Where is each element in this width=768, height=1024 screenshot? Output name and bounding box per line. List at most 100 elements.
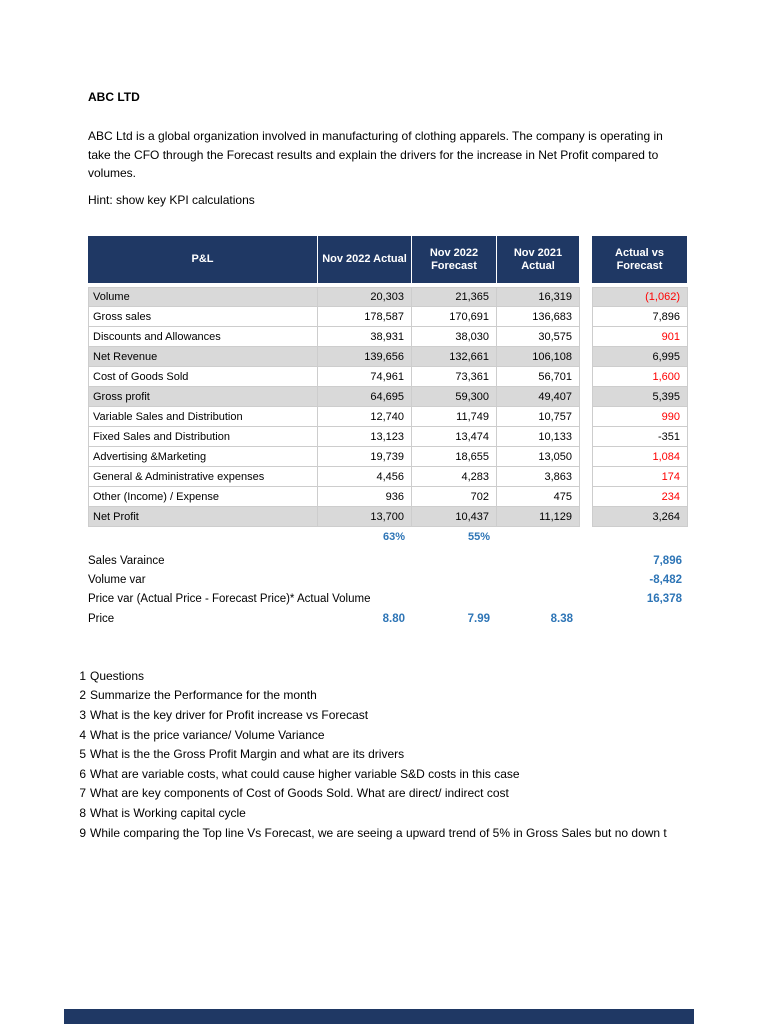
- price-nov2022-forecast: 7.99: [467, 612, 490, 625]
- page-title: ABC LTD: [88, 90, 140, 104]
- intro-paragraph: ABC Ltd is a global organization involve…: [88, 127, 768, 183]
- kpi-row-volume-var: Volume var -8,482: [88, 570, 688, 589]
- header-nov2021-actual: Nov 2021 Actual: [497, 236, 580, 283]
- price-row: Price 8.80 7.99 8.38: [88, 609, 688, 628]
- cell-nov2022-actual: 74,961: [318, 367, 412, 387]
- question-text: What are variable costs, what could caus…: [90, 766, 520, 781]
- table-row-fixed-sd: Fixed Sales and Distribution 13,123 13,4…: [88, 427, 688, 447]
- cell-nov2022-forecast: 11,749: [412, 407, 497, 427]
- column-gap: [580, 427, 592, 447]
- column-gap: [580, 387, 592, 407]
- cell-nov2022-actual: 64,695: [318, 387, 412, 407]
- row-label: General & Administrative expenses: [88, 467, 318, 487]
- cell-variance: 7,896: [592, 307, 688, 327]
- spacer: [88, 527, 318, 547]
- cell-variance: 6,995: [592, 347, 688, 367]
- price-nov2022-actual: 8.80: [382, 612, 405, 625]
- row-label: Variable Sales and Distribution: [88, 407, 318, 427]
- intro-line: volumes.: [88, 166, 137, 181]
- cell-nov2022-forecast: 702: [412, 487, 497, 507]
- question-row: 6 What are variable costs, what could ca…: [77, 764, 667, 784]
- cell-variance: 3,264: [592, 507, 688, 527]
- table-row-gross-profit: Gross profit 64,695 59,300 49,407 5,395: [88, 387, 688, 407]
- row-label: Gross profit: [88, 387, 318, 407]
- cell-nov2022-forecast: 132,661: [412, 347, 497, 367]
- cell-nov2021-actual: 13,050: [497, 447, 580, 467]
- spacer: [592, 527, 688, 547]
- header-nov2022-forecast: Nov 2022 Forecast: [412, 236, 497, 283]
- table-row-cogs: Cost of Goods Sold 74,961 73,361 56,701 …: [88, 367, 688, 387]
- cell-nov2021-actual: 3,863: [497, 467, 580, 487]
- question-number: 4: [79, 727, 86, 742]
- cell-variance: 5,395: [592, 387, 688, 407]
- kpi-row-price-var: Price var (Actual Price - Forecast Price…: [88, 590, 688, 609]
- cell-nov2021-actual: 56,701: [497, 367, 580, 387]
- question-number: 7: [79, 786, 86, 801]
- table-row-net-revenue: Net Revenue 139,656 132,661 106,108 6,99…: [88, 347, 688, 367]
- cell-nov2021-actual: 475: [497, 487, 580, 507]
- table-row-volume: Volume 20,303 21,365 16,319 (1,062): [88, 287, 688, 307]
- cell-nov2022-forecast: 10,437: [412, 507, 497, 527]
- question-number: 8: [79, 805, 86, 820]
- intro-line: take the CFO through the Forecast result…: [88, 147, 659, 162]
- spacer: [497, 527, 580, 547]
- kpi-value: 7,896: [653, 554, 682, 567]
- question-number: 3: [79, 707, 86, 722]
- cell-nov2022-forecast: 18,655: [412, 447, 497, 467]
- spacer: [580, 527, 592, 547]
- kpi-value: 16,378: [646, 593, 682, 606]
- cell-nov2022-actual: 936: [318, 487, 412, 507]
- column-gap: [580, 307, 592, 327]
- footer-bar: [64, 1009, 694, 1024]
- question-row: 1 Questions: [77, 666, 667, 686]
- question-row: 4 What is the price variance/ Volume Var…: [77, 725, 667, 745]
- cell-nov2022-forecast: 59,300: [412, 387, 497, 407]
- cell-nov2022-forecast: 38,030: [412, 327, 497, 347]
- cell-nov2022-actual: 178,587: [318, 307, 412, 327]
- cell-variance: 174: [592, 467, 688, 487]
- question-number: 1: [79, 668, 86, 683]
- question-text: What is the the Gross Profit Margin and …: [90, 747, 405, 762]
- kpi-label: Volume var: [88, 574, 146, 587]
- intro-line: ABC Ltd is a global organization involve…: [88, 129, 663, 143]
- row-label: Discounts and Allowances: [88, 327, 318, 347]
- question-text: What is the price variance/ Volume Varia…: [90, 727, 325, 742]
- header-nov2022-actual: Nov 2022 Actual: [318, 236, 412, 283]
- question-row: 3 What is the key driver for Profit incr…: [77, 705, 667, 725]
- table-header-row: P&L Nov 2022 Actual Nov 2022 Forecast No…: [88, 236, 688, 283]
- cell-nov2021-actual: 30,575: [497, 327, 580, 347]
- column-gap: [580, 287, 592, 307]
- cell-nov2021-actual: 10,757: [497, 407, 580, 427]
- cell-nov2021-actual: 10,133: [497, 427, 580, 447]
- cell-nov2021-actual: 16,319: [497, 287, 580, 307]
- question-text: What are key components of Cost of Goods…: [90, 786, 509, 801]
- row-label: Net Profit: [88, 507, 318, 527]
- question-number: 9: [79, 825, 86, 840]
- kpi-block: Sales Varaince 7,896 Volume var -8,482 P…: [88, 551, 688, 629]
- cell-nov2022-actual: 13,700: [318, 507, 412, 527]
- cell-variance: 990: [592, 407, 688, 427]
- column-gap: [580, 467, 592, 487]
- question-row: 5 What is the the Gross Profit Margin an…: [77, 744, 667, 764]
- price-nov2021-actual: 8.38: [550, 612, 573, 625]
- cell-nov2022-actual: 4,456: [318, 467, 412, 487]
- header-gap: [580, 236, 592, 283]
- question-text: While comparing the Top line Vs Forecast…: [90, 825, 667, 840]
- question-text: Questions: [90, 668, 145, 683]
- column-gap: [580, 507, 592, 527]
- table-body: Volume 20,303 21,365 16,319 (1,062) Gros…: [88, 287, 688, 527]
- margin-percent-row: 63% 55%: [88, 527, 688, 547]
- column-gap: [580, 487, 592, 507]
- cell-nov2021-actual: 136,683: [497, 307, 580, 327]
- table-row-gross-sales: Gross sales 178,587 170,691 136,683 7,89…: [88, 307, 688, 327]
- cell-nov2022-forecast: 13,474: [412, 427, 497, 447]
- question-row: 9 While comparing the Top line Vs Foreca…: [77, 823, 667, 843]
- question-number: 5: [79, 747, 86, 762]
- margin-nov2022-forecast: 55%: [467, 531, 490, 543]
- question-row: 8 What is Working capital cycle: [77, 803, 667, 823]
- row-label: Cost of Goods Sold: [88, 367, 318, 387]
- kpi-label: Sales Varaince: [88, 554, 165, 567]
- question-row: 2 Summarize the Performance for the mont…: [77, 686, 667, 706]
- question-number: 6: [79, 766, 86, 781]
